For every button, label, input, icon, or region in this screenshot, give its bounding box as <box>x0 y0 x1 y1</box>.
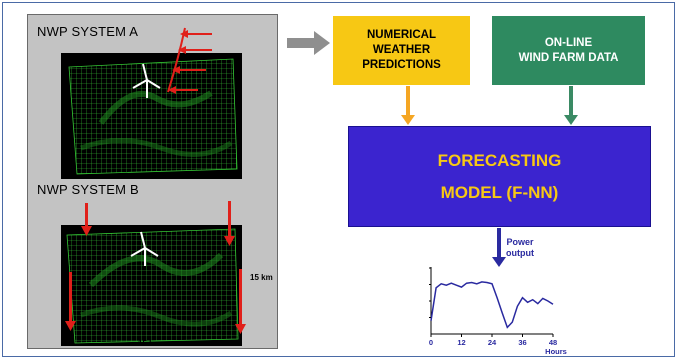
wind-turbine-a-icon <box>132 63 161 98</box>
power-label-line-2: output <box>506 248 534 258</box>
vertical-wind-arrows-icon <box>65 201 246 334</box>
nwp-box-line-2: WEATHER <box>372 44 431 56</box>
chart-x-axis-label: Hours <box>545 347 567 356</box>
numerical-weather-predictions-box: NUMERICAL WEATHER PREDICTIONS <box>333 16 470 85</box>
model-box-line-1: FORECASTING <box>437 150 562 170</box>
system-b-label: NWP SYSTEM B <box>37 182 139 197</box>
chart-x-tick-label: 24 <box>488 338 497 347</box>
nwp-systems-panel: NWP SYSTEM A NWP SYSTEM B 15 km 15 <box>27 14 278 349</box>
online-box-line-2: WIND FARM DATA <box>518 51 619 64</box>
power-output-series-line <box>430 281 554 329</box>
nwp-box-line-3: PREDICTIONS <box>362 59 441 71</box>
chart-x-tick-label: 48 <box>549 338 557 347</box>
chart-x-tick-label: 12 <box>457 338 465 347</box>
model-box-line-2: MODEL (F-NN) <box>440 182 559 202</box>
blue-arrow-icon <box>492 228 506 267</box>
online-wind-farm-data-box: ON-LINE WIND FARM DATA <box>492 16 645 85</box>
terrain-mesh-a <box>68 58 238 175</box>
forecasting-model-box: FORECASTING MODEL (F-NN) <box>348 126 651 227</box>
system-a-label: NWP SYSTEM A <box>37 24 139 39</box>
grey-arrow-icon <box>287 31 330 55</box>
chart-x-tick-label: 0 <box>429 338 433 347</box>
scale-label-vertical: 15 km <box>250 273 273 282</box>
green-arrow-icon <box>564 86 578 125</box>
online-box-line-1: ON-LINE <box>544 36 593 49</box>
nwp-box-line-1: NUMERICAL <box>367 29 436 41</box>
terrain-map-a <box>61 53 242 179</box>
power-output-label: Power output <box>506 237 534 259</box>
power-output-chart: 0 12 24 36 48 Hours <box>429 267 567 356</box>
orange-arrow-icon <box>401 86 415 125</box>
power-label-line-1: Power <box>506 237 534 247</box>
terrain-map-b <box>61 225 242 346</box>
terrain-mesh-b <box>66 228 239 344</box>
scale-label-horizontal: 15 km <box>138 339 161 348</box>
wind-inflow-arrows-icon <box>167 27 212 94</box>
chart-x-tick-label: 36 <box>518 338 526 347</box>
wind-turbine-b-icon <box>130 231 159 266</box>
